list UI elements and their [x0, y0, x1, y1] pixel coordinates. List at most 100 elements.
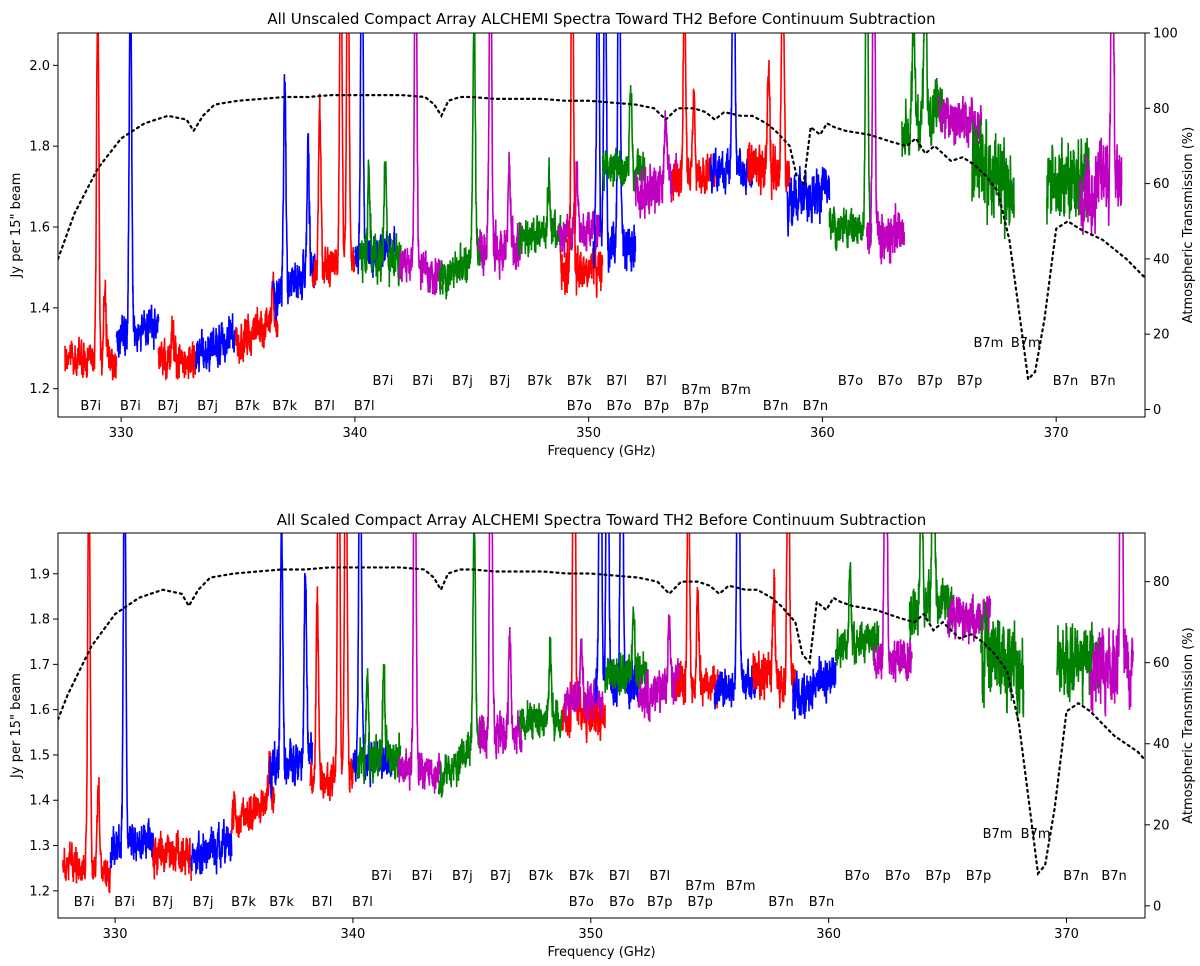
band-label: B7l	[649, 869, 670, 884]
spectrum-series-b7i-green	[358, 159, 403, 288]
band-label: B7o	[567, 399, 592, 414]
y-tick-label: 1.6	[29, 221, 50, 236]
y-axis-label: Jy per 15" beam	[9, 673, 24, 779]
y2-axis-label: Atmospheric Transmission (%)	[1181, 627, 1196, 824]
band-label: B7l	[314, 399, 335, 414]
band-label: B7k	[567, 374, 592, 389]
x-tick-label: 350	[578, 927, 603, 942]
spectrum-series-b7n-blue	[786, 166, 831, 237]
y-axis-label: Jy per 15" beam	[9, 173, 24, 279]
x-axis-label: Frequency (GHz)	[547, 444, 655, 459]
band-label: B7o	[606, 399, 631, 414]
x-tick-label: 340	[341, 927, 366, 942]
spectrum-series-b7i-blue	[109, 533, 154, 869]
spectrum-series-b7o-green	[604, 606, 649, 696]
band-label: B7k	[235, 399, 260, 414]
spectrum-series-b7p-green	[908, 533, 954, 640]
band-label: B7j	[452, 869, 473, 884]
band-label: B7n	[1063, 869, 1088, 884]
band-label: B7j	[490, 869, 511, 884]
y2-tick-label: 0	[1153, 403, 1161, 418]
y2-axis-label: Atmospheric Transmission (%)	[1181, 127, 1196, 324]
spectrum-series-b7l-magenta	[637, 614, 682, 722]
spectrum-series-b7n-blue	[792, 655, 837, 720]
band-label: B7p	[644, 399, 669, 414]
y-tick-label: 1.4	[29, 794, 50, 809]
band-label: B7m	[685, 879, 715, 894]
band-label: B7p	[925, 869, 950, 884]
band-label: B7i	[80, 399, 101, 414]
band-label: B7p	[957, 374, 982, 389]
spectrum-series-b7i-red	[64, 33, 118, 381]
band-label: B7m	[1011, 336, 1041, 351]
spectrum-series-b7l-magenta	[634, 110, 679, 219]
y-tick-label: 1.9	[29, 567, 50, 582]
spectrum-series-b7j-green	[437, 533, 483, 798]
spectrum-series-b7j-magenta	[478, 533, 523, 760]
y2-tick-label: 100	[1153, 27, 1178, 42]
spectrum-series-b7n-magenta	[1089, 533, 1134, 717]
spectrum-series-b7k-green	[517, 157, 562, 258]
band-label: B7i	[373, 374, 394, 389]
spectrum-series-b7p-red	[675, 533, 721, 709]
spectrum-series-b7o-green	[834, 562, 880, 668]
spectrum-series-b7j-red	[157, 315, 197, 381]
band-label: B7m	[721, 383, 751, 398]
spectrum-series-b7j-magenta	[477, 33, 522, 280]
atmospheric-transmission-curve	[58, 94, 1145, 382]
y-tick-label: 1.6	[29, 703, 50, 718]
spectrum-series-b7k-magenta	[557, 161, 602, 258]
band-label: B7n	[803, 399, 828, 414]
spectrum-series-b7o-green	[828, 33, 873, 252]
band-label: B7k	[528, 869, 553, 884]
spectrum-series-b7i-magenta	[397, 533, 442, 794]
y2-tick-label: 80	[1153, 575, 1170, 590]
spectrum-series-b7k-green	[518, 636, 564, 742]
spectrum-series-b7j-red	[152, 829, 192, 881]
y2-tick-label: 60	[1153, 177, 1170, 192]
band-label: B7l	[606, 374, 627, 389]
x-tick-label: 330	[109, 426, 134, 441]
band-label: B7i	[371, 869, 392, 884]
band-label: B7n	[768, 895, 793, 910]
band-label: B7j	[452, 374, 473, 389]
band-label: B7k	[231, 895, 256, 910]
spectrum-series-b7p-red	[672, 33, 716, 201]
band-label: B7n	[763, 399, 788, 414]
y2-tick-label: 0	[1153, 899, 1161, 914]
band-label: B7o	[609, 895, 634, 910]
y2-tick-label: 60	[1153, 656, 1170, 671]
y-tick-label: 2.0	[29, 59, 50, 74]
spectrum-series-b7o-green	[601, 85, 646, 192]
spectrum-series-b7i-blue	[115, 33, 160, 358]
spectrum-series-b7m-blue	[709, 33, 754, 196]
chart-panel-2: All Scaled Compact Array ALCHEMI Spectra…	[9, 511, 1196, 960]
band-label: B7m	[1021, 827, 1051, 842]
band-label: B7j	[193, 895, 214, 910]
y-tick-label: 1.8	[29, 613, 50, 628]
spectrum-series-b7o-magenta	[873, 533, 913, 683]
band-label: B7n	[1053, 374, 1078, 389]
spectrum-series-b7k-red	[230, 750, 276, 839]
band-label: B7k	[272, 399, 297, 414]
spectrum-series-b7o-red	[559, 33, 604, 298]
y2-tick-label: 20	[1153, 818, 1170, 833]
band-label: B7j	[152, 895, 173, 910]
band-label: B7p	[647, 895, 672, 910]
band-label: B7n	[1090, 374, 1115, 389]
spectrum-series-b7k-red	[234, 271, 279, 364]
y-tick-label: 1.4	[29, 301, 50, 316]
spectrum-series-b7j-green	[438, 33, 482, 300]
band-label: B7o	[838, 374, 863, 389]
spectrum-series-b7n-green	[1056, 621, 1101, 707]
x-tick-label: 340	[342, 426, 367, 441]
band-label: B7i	[412, 374, 433, 389]
band-label: B7j	[157, 399, 178, 414]
band-label: B7o	[845, 869, 870, 884]
y2-tick-label: 20	[1153, 328, 1170, 343]
x-tick-label: 360	[816, 927, 841, 942]
spectrum-series-b7n-red	[751, 533, 797, 709]
band-label: B7n	[1101, 869, 1126, 884]
x-tick-label: 350	[576, 426, 601, 441]
